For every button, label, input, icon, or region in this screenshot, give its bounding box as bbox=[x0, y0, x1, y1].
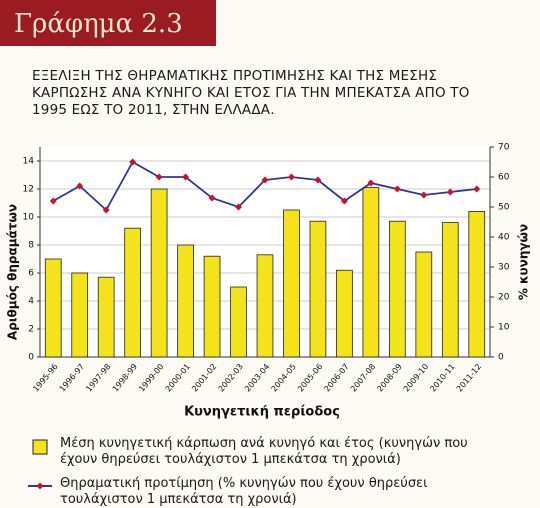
y2-tick-label: 50 bbox=[498, 203, 510, 213]
marker bbox=[208, 194, 216, 202]
x-tick-label: 2008-09 bbox=[375, 362, 403, 393]
x-tick-label: 2009-10 bbox=[402, 362, 430, 393]
x-tick-label: 2011-12 bbox=[455, 362, 483, 393]
header: Γράφημα 2.3 bbox=[14, 9, 183, 39]
marker bbox=[287, 173, 295, 181]
marker bbox=[182, 173, 190, 181]
marker bbox=[314, 176, 322, 184]
y2-tick-label: 10 bbox=[498, 323, 510, 333]
bar bbox=[441, 222, 459, 358]
y2-tick-label: 60 bbox=[498, 173, 510, 183]
x-tick-label: 2007-08 bbox=[349, 362, 377, 393]
marker bbox=[393, 185, 401, 193]
y2-tick-label: 30 bbox=[498, 263, 510, 273]
y2-tick-label: 40 bbox=[498, 233, 510, 243]
y-axis-title: Αριθμός θηραμάτων bbox=[6, 204, 20, 340]
marker bbox=[129, 158, 137, 166]
header-box bbox=[0, 0, 216, 46]
bar bbox=[177, 244, 194, 358]
bar bbox=[203, 255, 221, 358]
marker bbox=[367, 179, 375, 187]
marker bbox=[155, 173, 163, 181]
x-tick-label: 2003-04 bbox=[243, 362, 271, 393]
y-tick-label: 14 bbox=[23, 157, 35, 167]
x-tick-label: 2000-01 bbox=[164, 362, 192, 393]
chart-title: ΕΞΕΛΙΞΗ ΤΗΣ ΘΗΡΑΜΑΤΙΚΗΣ ΠΡΟΤΙΜΗΣΗΣ ΚΑΙ Τ… bbox=[32, 68, 470, 118]
bar bbox=[44, 258, 62, 358]
legend-swatch bbox=[36, 482, 44, 490]
y2-axis-title: % κυνηγών bbox=[517, 224, 531, 300]
y2-tick-label: 70 bbox=[498, 143, 510, 153]
marker bbox=[102, 206, 110, 214]
marker bbox=[446, 188, 454, 196]
legend-swatch bbox=[32, 439, 48, 455]
y2-tick-label: 0 bbox=[498, 353, 504, 363]
bar bbox=[124, 227, 141, 358]
marker bbox=[235, 203, 243, 211]
marker bbox=[76, 182, 84, 190]
bar bbox=[97, 276, 115, 358]
x-tick-label: 1999-00 bbox=[137, 362, 165, 393]
bar bbox=[336, 269, 353, 358]
y-tick-label: 6 bbox=[28, 269, 34, 279]
marker bbox=[261, 176, 269, 184]
x-tick-label: 2004-05 bbox=[270, 362, 298, 393]
x-tick-label: 2006-07 bbox=[322, 362, 350, 393]
y2-tick-label: 20 bbox=[498, 293, 510, 303]
marker bbox=[473, 185, 481, 193]
bar bbox=[150, 188, 168, 358]
x-tick-label: 1998-99 bbox=[111, 362, 139, 393]
marker bbox=[420, 191, 428, 199]
marker bbox=[49, 197, 57, 205]
bar bbox=[309, 220, 327, 358]
marker bbox=[340, 197, 348, 205]
bar bbox=[230, 286, 247, 358]
x-tick-label: 2001-02 bbox=[190, 362, 218, 393]
x-axis-title: Κυνηγετική περίοδος bbox=[184, 405, 340, 420]
y-tick-label: 0 bbox=[28, 353, 34, 363]
bar bbox=[415, 251, 433, 358]
bar bbox=[389, 220, 406, 358]
x-tick-label: 1996-97 bbox=[58, 362, 86, 393]
x-tick-label: 2005-06 bbox=[296, 362, 324, 393]
bar bbox=[468, 210, 486, 358]
bar bbox=[362, 187, 380, 358]
x-tick-label: 2010-11 bbox=[428, 362, 456, 393]
y-tick-label: 8 bbox=[28, 241, 34, 251]
x-tick-label: 2002-03 bbox=[217, 362, 245, 393]
legend-label: Μέση κυνηγετική κάρπωση ανά κυνηγό και έ… bbox=[60, 436, 468, 467]
bar bbox=[256, 254, 274, 358]
y-tick-label: 4 bbox=[28, 297, 34, 307]
x-tick-label: 1997-98 bbox=[84, 362, 112, 393]
y-tick-label: 10 bbox=[23, 213, 35, 223]
bar bbox=[283, 209, 300, 358]
bar bbox=[71, 272, 89, 358]
y-tick-label: 12 bbox=[23, 185, 34, 195]
legend-label: Θηραματική προτίμηση (% κυνηγών που έχου… bbox=[60, 476, 428, 507]
x-tick-label: 1995-96 bbox=[31, 362, 59, 393]
y-tick-label: 2 bbox=[28, 325, 34, 335]
